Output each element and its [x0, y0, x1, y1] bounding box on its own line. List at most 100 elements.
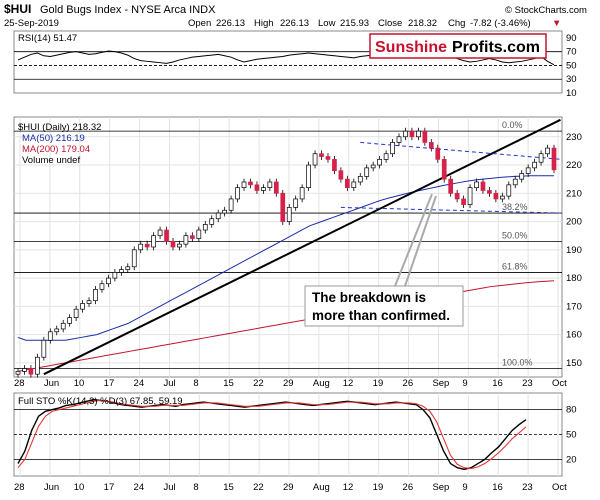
candle-up — [80, 303, 85, 310]
candle-up — [532, 161, 537, 169]
callout-pointer — [394, 193, 433, 287]
x-tick-label: Aug — [313, 378, 330, 389]
price-tick-label: 170 — [566, 301, 582, 312]
price-tick-label: 220 — [566, 160, 582, 171]
candle-up — [41, 339, 47, 358]
rsi-label: RSI(14) 51.47 — [18, 33, 77, 44]
breakdown-callout — [304, 285, 464, 327]
watermark-profits: Profits.com — [452, 39, 540, 56]
x-tick-label-bottom: 16 — [492, 482, 503, 493]
candle-up — [86, 300, 92, 304]
candle-down — [487, 190, 492, 194]
x-tick-label-bottom: 8 — [193, 482, 198, 493]
close-value: 218.32 — [408, 18, 437, 29]
candle-down — [435, 147, 441, 160]
candle-down — [28, 368, 34, 375]
date-label: 25-Sep-2019 — [4, 18, 59, 29]
candle-down — [428, 142, 434, 149]
candle-down — [422, 130, 428, 143]
candle-down — [409, 130, 415, 138]
volume-legend: Volume undef — [22, 155, 80, 166]
candle-up — [60, 322, 66, 330]
price-tick-label: 160 — [566, 330, 582, 341]
candle-up — [99, 283, 105, 290]
open-value: 226.13 — [216, 18, 245, 29]
index-name: Gold Bugs Index - NYSE Arca INDX — [40, 4, 216, 16]
price-tick-label: 150 — [566, 358, 582, 369]
x-tick-label-bottom: Jun — [44, 482, 59, 493]
x-tick-label: 23 — [522, 378, 533, 389]
candle-up — [125, 266, 131, 270]
rsi-tick-label: 30 — [566, 74, 577, 85]
x-tick-label: Sep — [432, 378, 449, 389]
candle-up — [286, 207, 292, 222]
x-tick-label: 22 — [253, 378, 264, 389]
axis-layer: 10 30 50 70 90 150 160 170 180 190 200 210 220 230 28 2… — [14, 33, 582, 493]
candle-down — [448, 178, 454, 194]
candle-down — [441, 159, 447, 180]
stochastic-layer — [14, 393, 562, 476]
ma50-line — [17, 175, 555, 341]
candle-down — [338, 170, 344, 180]
candle-down — [461, 198, 466, 205]
x-tick-label: 29 — [283, 378, 294, 389]
price-tick-label: 200 — [566, 217, 582, 228]
sto-tick-label: 80 — [566, 405, 577, 416]
candle-down — [480, 181, 486, 191]
candle-up — [293, 198, 299, 208]
candle-up — [228, 198, 234, 211]
rsi-line — [17, 50, 555, 66]
x-tick-label: 15 — [223, 378, 234, 389]
candle-up — [519, 173, 525, 180]
candle-down — [344, 178, 350, 189]
candle-up — [506, 184, 512, 197]
callout-pointer — [404, 195, 437, 287]
candle-up — [403, 130, 408, 138]
fib-level-label: 50.0% — [502, 230, 528, 240]
high-label: High — [254, 18, 274, 29]
price-panel — [13, 116, 563, 378]
fib-level-label: 0.0% — [502, 120, 523, 130]
x-tick-label-bottom: Oct — [552, 482, 567, 493]
candle-down — [319, 153, 324, 157]
x-tick-label-bottom: 22 — [253, 482, 264, 493]
channel-lower-line — [340, 206, 563, 214]
x-tick-label: 17 — [104, 378, 115, 389]
candle-up — [67, 317, 73, 324]
candle-up — [22, 368, 27, 372]
x-tick-label-bottom: 23 — [522, 482, 533, 493]
candle-up — [538, 153, 544, 163]
price-tick-label: 180 — [566, 273, 582, 284]
candle-down — [280, 192, 286, 222]
x-tick-label: 10 — [74, 378, 85, 389]
watermark-sunshine: Sunshine — [375, 39, 447, 56]
candle-up — [183, 235, 189, 245]
candle-up — [357, 175, 363, 183]
candle-up — [202, 224, 208, 231]
x-tick-label-bottom: 12 — [343, 482, 354, 493]
price-tick-label: 210 — [566, 188, 582, 199]
x-tick-label-bottom: Sep — [432, 482, 449, 493]
candle-up — [215, 212, 221, 220]
candle-up — [118, 269, 124, 273]
chg-value: -7.82 (-3.46%) — [470, 18, 531, 29]
candle-up — [370, 164, 376, 169]
ma200-line — [17, 280, 555, 372]
candle-up — [112, 272, 118, 279]
x-tick-label-bottom: 10 — [74, 482, 85, 493]
price-layer: 0.0% 38.2% 50.0% 61.8% 100.0% — [14, 117, 563, 378]
candle-down — [551, 147, 557, 171]
candle-down — [332, 159, 337, 172]
ma50-legend: MA(50) 216.19 — [22, 133, 85, 144]
x-tick-label: 9 — [462, 378, 467, 389]
rsi-tick-label: 70 — [566, 47, 577, 58]
candle-up — [474, 181, 479, 189]
x-tick-label: Jul — [163, 378, 175, 389]
x-tick-label-bottom: 28 — [14, 482, 25, 493]
x-tick-label-bottom: 26 — [403, 482, 414, 493]
price-tick-label: 230 — [566, 132, 582, 143]
candle-up — [131, 249, 137, 268]
x-tick-label: 28 — [14, 378, 25, 389]
candle-up — [261, 187, 266, 191]
